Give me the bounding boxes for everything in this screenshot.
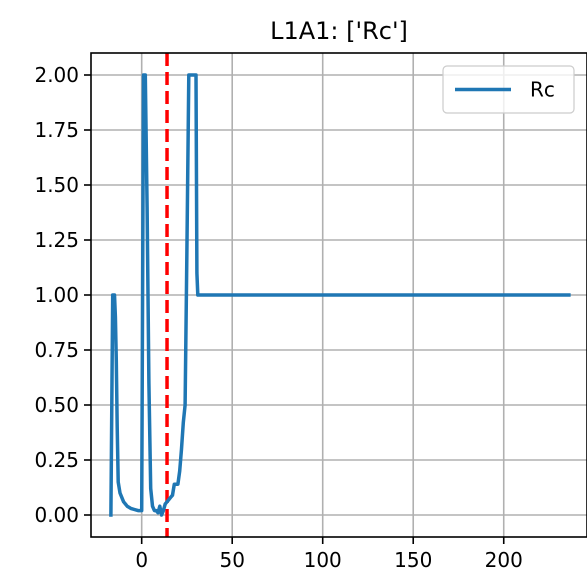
series-layer <box>109 73 571 517</box>
y-tick-label: 1.00 <box>34 283 79 307</box>
y-tick-label: 0.25 <box>34 448 79 472</box>
legend: Rc <box>442 65 575 114</box>
axis-ticks: 0 50 100 150 200 0.00 0.25 0.50 0.75 1.00 1.25 1.50… <box>34 63 522 572</box>
y-tick-label: 0.00 <box>34 503 79 527</box>
y-tick-label: 1.25 <box>34 228 79 252</box>
y-tick-label: 2.00 <box>34 63 79 87</box>
y-tick-label: 1.50 <box>34 173 79 197</box>
legend-label-rc: Rc <box>530 78 555 102</box>
series-line-rc <box>109 73 571 517</box>
x-tick-label: 100 <box>304 548 342 572</box>
x-tick-label: 150 <box>394 548 432 572</box>
chart-title: L1A1: ['Rc'] <box>270 17 408 45</box>
y-tick-label: 0.50 <box>34 393 79 417</box>
x-tick-label: 200 <box>485 548 523 572</box>
y-tick-label: 1.75 <box>34 118 79 142</box>
x-tick-label: 50 <box>219 548 244 572</box>
x-tick-label: 0 <box>135 548 148 572</box>
y-tick-label: 0.75 <box>34 338 79 362</box>
